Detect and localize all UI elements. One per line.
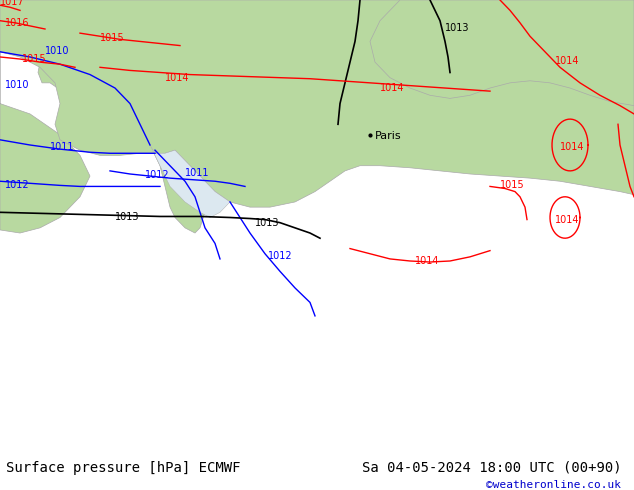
Polygon shape xyxy=(85,0,205,233)
Text: 1015: 1015 xyxy=(100,33,125,44)
Polygon shape xyxy=(0,0,90,233)
Text: 1012: 1012 xyxy=(268,251,293,261)
Text: 1011: 1011 xyxy=(50,142,75,152)
Text: ©weatheronline.co.uk: ©weatheronline.co.uk xyxy=(486,480,621,490)
Text: 1015: 1015 xyxy=(22,54,47,64)
Text: 1012: 1012 xyxy=(145,170,170,180)
Text: 1014: 1014 xyxy=(165,73,190,83)
Text: 1010: 1010 xyxy=(5,80,30,90)
Text: 1013: 1013 xyxy=(255,218,280,228)
Text: 1014: 1014 xyxy=(555,215,579,225)
Polygon shape xyxy=(150,145,230,218)
Text: 1017: 1017 xyxy=(0,0,25,7)
Polygon shape xyxy=(0,0,634,207)
Text: 1016: 1016 xyxy=(5,18,30,28)
Polygon shape xyxy=(38,47,95,98)
Text: 1011: 1011 xyxy=(185,168,209,178)
Text: 1013: 1013 xyxy=(115,212,139,221)
Text: Sa 04-05-2024 18:00 UTC (00+90): Sa 04-05-2024 18:00 UTC (00+90) xyxy=(361,461,621,475)
Text: 1010: 1010 xyxy=(45,46,70,56)
Text: 1014: 1014 xyxy=(555,56,579,66)
Text: 1014: 1014 xyxy=(380,83,404,93)
Text: Paris: Paris xyxy=(375,131,401,141)
Text: 1012: 1012 xyxy=(5,180,30,191)
Polygon shape xyxy=(370,0,634,106)
Text: 1015: 1015 xyxy=(500,180,524,191)
Text: 1014: 1014 xyxy=(415,256,439,266)
Text: Surface pressure [hPa] ECMWF: Surface pressure [hPa] ECMWF xyxy=(6,461,241,475)
Text: 1014: 1014 xyxy=(560,142,585,152)
Text: 1013: 1013 xyxy=(445,23,470,33)
